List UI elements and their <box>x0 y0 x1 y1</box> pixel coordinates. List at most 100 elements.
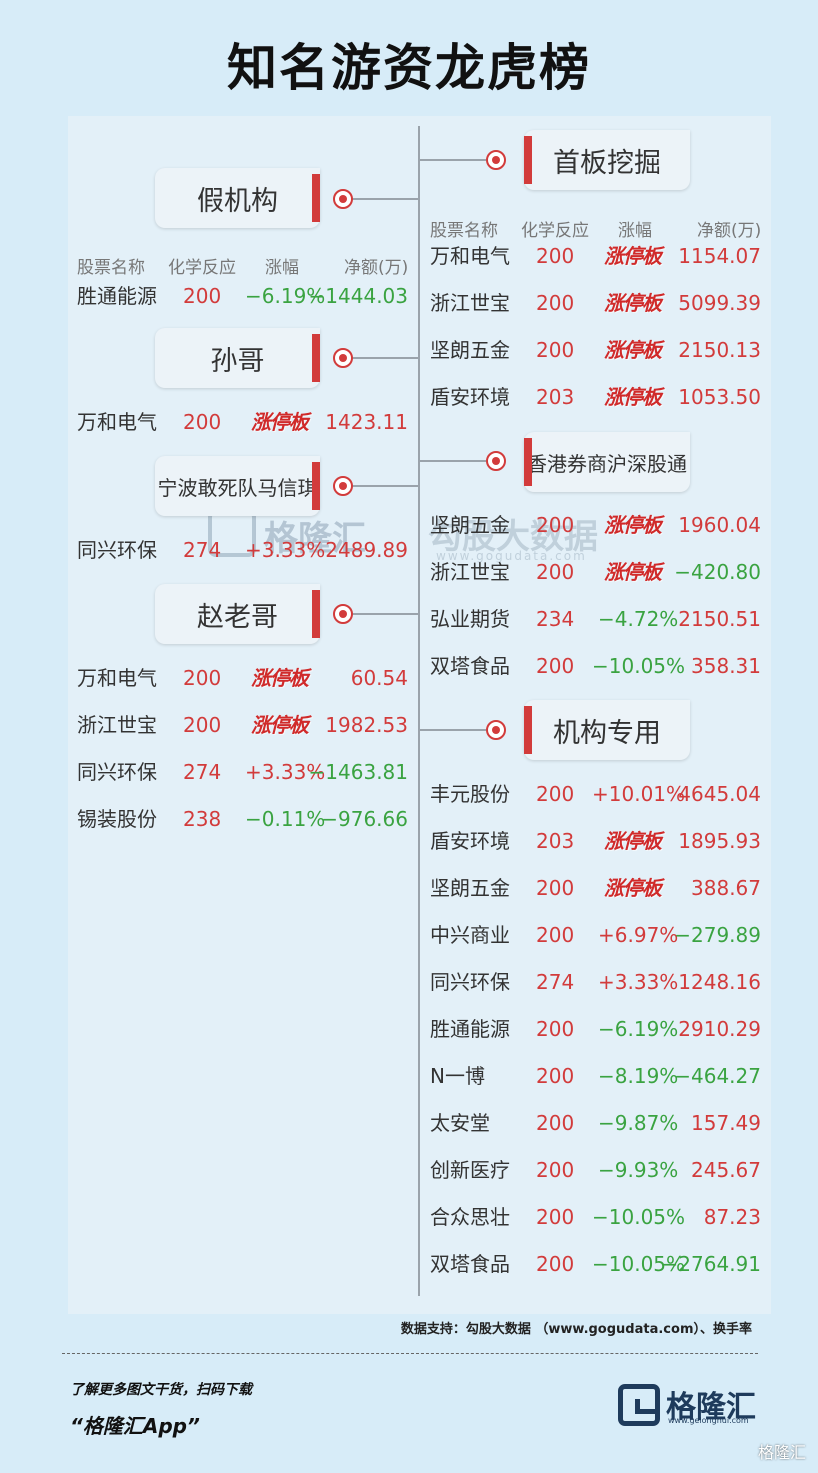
reason-code: 200 <box>536 923 575 947</box>
change-percent: +3.33% <box>245 538 326 562</box>
section-tag-label: 机构专用 <box>553 717 661 749</box>
stock-row: 坚朗五金 200 涨停板 2150.13 <box>430 335 765 365</box>
section-tag-label: 孙哥 <box>210 345 265 377</box>
timeline-dot-icon <box>333 604 353 624</box>
footer-promo: 了解更多图文干货，扫码下载 <box>70 1382 252 1398</box>
net-amount: 358.31 <box>691 654 761 678</box>
stock-name: 万和电气 <box>430 244 510 268</box>
reason-code: 200 <box>536 782 575 806</box>
divider <box>62 1353 758 1354</box>
stock-name: 同兴环保 <box>430 970 510 994</box>
stock-name: 双塔食品 <box>430 654 510 678</box>
brand-logo[interactable]: 格隆汇 www.gelonghui.com <box>618 1382 768 1428</box>
reason-code: 200 <box>536 876 575 900</box>
stock-name: 万和电气 <box>77 410 157 434</box>
tag-accent <box>524 136 532 184</box>
reason-code: 200 <box>536 338 575 362</box>
stock-row: 同兴环保 274 +3.33% 1248.16 <box>430 967 765 997</box>
limit-up-badge: 涨停板 <box>604 338 662 362</box>
net-amount: 1423.11 <box>325 410 408 434</box>
reason-code: 238 <box>183 807 222 831</box>
brand-g-icon <box>618 1384 660 1426</box>
net-amount: 1248.16 <box>678 970 761 994</box>
stock-name: 浙江世宝 <box>77 713 157 737</box>
net-amount: 388.67 <box>691 876 761 900</box>
change-percent: +3.33% <box>598 970 679 994</box>
header-reason: 化学反应 <box>521 221 589 241</box>
stock-name: 中兴商业 <box>430 923 510 947</box>
stock-name: 弘业期货 <box>430 607 510 631</box>
net-amount: 60.54 <box>350 666 408 690</box>
reason-code: 200 <box>536 654 575 678</box>
section-tag-label: 宁波敢死队马信琪 <box>157 475 318 500</box>
header-name: 股票名称 <box>430 221 498 241</box>
reason-code: 200 <box>536 1017 575 1041</box>
limit-up-badge: 涨停板 <box>604 513 662 537</box>
change-percent: −10.05% <box>592 1205 686 1229</box>
stock-name: 浙江世宝 <box>430 291 510 315</box>
net-amount: −420.80 <box>674 560 761 584</box>
connector-line <box>420 729 486 731</box>
connector-line <box>352 485 418 487</box>
net-amount: 245.67 <box>691 1158 761 1182</box>
tag-accent <box>312 590 320 638</box>
reason-code: 200 <box>183 410 222 434</box>
stock-row: 锡装股份 238 −0.11% −976.66 <box>77 804 412 834</box>
reason-code: 274 <box>536 970 575 994</box>
reason-code: 200 <box>536 1111 575 1135</box>
stock-row: 万和电气 200 涨停板 60.54 <box>77 663 412 693</box>
stock-name: 胜通能源 <box>77 284 157 308</box>
timeline-dot-icon <box>333 189 353 209</box>
net-amount: 1053.50 <box>678 385 761 409</box>
page-title: 知名游资龙虎榜 <box>227 39 591 97</box>
net-amount: 2150.13 <box>678 338 761 362</box>
net-amount: −1444.03 <box>308 284 408 308</box>
reason-code: 200 <box>183 713 222 737</box>
stock-name: 太安堂 <box>430 1111 490 1135</box>
corner-watermark: 格隆汇 <box>757 1443 806 1462</box>
change-percent: +10.01% <box>592 782 686 806</box>
stock-name: 浙江世宝 <box>430 560 510 584</box>
timeline-dot-icon <box>486 451 506 471</box>
stock-row: 同兴环保 274 +3.33% 2489.89 <box>77 535 412 565</box>
connector-line <box>420 460 486 462</box>
section-tag-0: 假机构 <box>155 168 320 228</box>
net-amount: −1463.81 <box>308 760 408 784</box>
net-amount: 2489.89 <box>325 538 408 562</box>
stock-row: 双塔食品 200 −10.05% −2764.91 <box>430 1249 765 1279</box>
header-amount: 净额(万) <box>344 258 409 278</box>
reason-code: 200 <box>536 1158 575 1182</box>
reason-code: 200 <box>183 284 222 308</box>
reason-code: 203 <box>536 829 575 853</box>
net-amount: 1154.07 <box>678 244 761 268</box>
header-change: 涨幅 <box>618 221 652 241</box>
section-tag-2: 宁波敢死队马信琪 <box>155 456 320 516</box>
net-amount: 1895.93 <box>678 829 761 853</box>
reason-code: 200 <box>536 1252 575 1276</box>
stock-row: 弘业期货 234 −4.72% 2150.51 <box>430 604 765 634</box>
reason-code: 274 <box>183 760 222 784</box>
net-amount: 2910.29 <box>678 1017 761 1041</box>
stock-name: 创新医疗 <box>430 1158 510 1182</box>
limit-up-badge: 涨停板 <box>604 876 662 900</box>
change-percent: +3.33% <box>245 760 326 784</box>
limit-up-badge: 涨停板 <box>604 385 662 409</box>
stock-row: 盾安环境 203 涨停板 1895.93 <box>430 826 765 856</box>
section-tag-label: 赵老哥 <box>197 601 278 633</box>
reason-code: 234 <box>536 607 575 631</box>
brand-url: www.gelonghui.com <box>668 1416 749 1425</box>
net-amount: 4645.04 <box>678 782 761 806</box>
tag-accent <box>524 706 532 754</box>
change-percent: −6.19% <box>245 284 326 308</box>
net-amount: 87.23 <box>703 1205 761 1229</box>
stock-row: 浙江世宝 200 涨停板 1982.53 <box>77 710 412 740</box>
limit-up-badge: 涨停板 <box>604 560 662 584</box>
reason-code: 274 <box>183 538 222 562</box>
reason-code: 200 <box>183 666 222 690</box>
tag-accent <box>524 438 532 486</box>
net-amount: 5099.39 <box>678 291 761 315</box>
stock-name: 盾安环境 <box>430 385 510 409</box>
header-amount: 净额(万) <box>697 221 762 241</box>
limit-up-badge: 涨停板 <box>251 410 309 434</box>
stock-row: 合众思壮 200 −10.05% 87.23 <box>430 1202 765 1232</box>
